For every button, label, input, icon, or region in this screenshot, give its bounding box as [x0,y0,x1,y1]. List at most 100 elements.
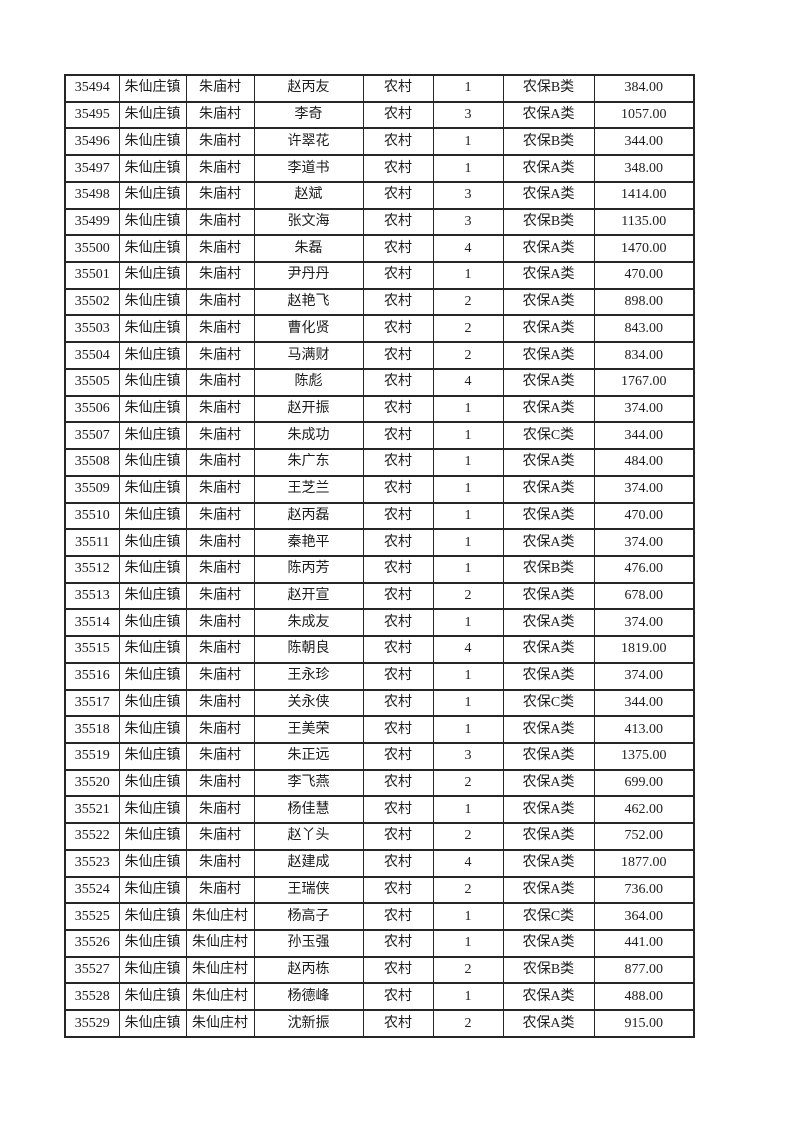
cell-amount: 374.00 [593,474,695,504]
cell-person_name: 李奇 [253,100,364,130]
cell-amount: 384.00 [593,74,695,103]
cell-record_no: 35505 [64,367,120,397]
cell-person_name: 陈彪 [253,367,364,397]
cell-insurance_category: 农保A类 [502,715,595,744]
table-row: 35510 朱仙庄镇 朱庙村 赵丙磊 农村 1 农保A类 470.00 [64,501,695,531]
cell-amount: 1819.00 [593,635,695,664]
cell-town: 朱仙庄镇 [118,394,187,424]
cell-record_no: 35511 [64,528,120,557]
cell-amount: 374.00 [593,394,695,424]
cell-person_name: 赵开宣 [253,581,364,611]
cell-insurance_category: 农保C类 [502,902,595,931]
cell-amount: 843.00 [593,314,695,344]
cell-town: 朱仙庄镇 [118,234,187,264]
cell-insurance_category: 农保A类 [502,448,595,477]
cell-village: 朱庙村 [185,74,255,103]
cell-town: 朱仙庄镇 [118,715,187,744]
cell-town: 朱仙庄镇 [118,261,187,290]
cell-residence_type: 农村 [362,74,434,103]
cell-town: 朱仙庄镇 [118,421,187,451]
cell-insurance_category: 农保A类 [502,314,595,344]
cell-village: 朱仙庄村 [185,1009,255,1038]
cell-insurance_category: 农保A类 [502,929,595,958]
cell-record_no: 35529 [64,1009,120,1038]
cell-insurance_category: 农保A类 [502,261,595,290]
cell-town: 朱仙庄镇 [118,581,187,611]
cell-person_count: 1 [432,661,504,691]
cell-town: 朱仙庄镇 [118,207,187,237]
cell-town: 朱仙庄镇 [118,608,187,638]
cell-village: 朱庙村 [185,341,255,370]
cell-village: 朱庙村 [185,795,255,825]
cell-town: 朱仙庄镇 [118,287,187,317]
cell-insurance_category: 农保B类 [502,955,595,985]
table-row: 35529 朱仙庄镇 朱仙庄村 沈新振 农村 2 农保A类 915.00 [64,1009,695,1038]
cell-insurance_category: 农保C类 [502,688,595,718]
cell-person_name: 马满财 [253,341,364,370]
cell-town: 朱仙庄镇 [118,929,187,958]
cell-village: 朱庙村 [185,635,255,664]
cell-record_no: 35514 [64,608,120,638]
cell-residence_type: 农村 [362,554,434,584]
cell-person_count: 4 [432,367,504,397]
cell-record_no: 35516 [64,661,120,691]
cell-insurance_category: 农保A类 [502,768,595,798]
cell-person_count: 2 [432,768,504,798]
cell-village: 朱仙庄村 [185,902,255,931]
cell-residence_type: 农村 [362,902,434,931]
cell-amount: 678.00 [593,581,695,611]
cell-person_name: 李道书 [253,154,364,183]
cell-village: 朱仙庄村 [185,929,255,958]
cell-person_count: 1 [432,74,504,103]
cell-record_no: 35528 [64,982,120,1012]
cell-amount: 374.00 [593,608,695,638]
cell-person_count: 4 [432,848,504,878]
table-row: 35500 朱仙庄镇 朱庙村 朱磊 农村 4 农保A类 1470.00 [64,234,695,264]
cell-village: 朱庙村 [185,741,255,771]
cell-village: 朱庙村 [185,367,255,397]
table-row: 35503 朱仙庄镇 朱庙村 曹化贤 农村 2 农保A类 843.00 [64,314,695,344]
table-row: 35519 朱仙庄镇 朱庙村 朱正远 农村 3 农保A类 1375.00 [64,741,695,771]
cell-town: 朱仙庄镇 [118,768,187,798]
benefit-records-table: 35494 朱仙庄镇 朱庙村 赵丙友 农村 1 农保B类 384.00 35495 朱仙庄镇 朱庙村… [64,74,695,1038]
cell-village: 朱庙村 [185,848,255,878]
cell-village: 朱庙村 [185,261,255,290]
table-row: 35523 朱仙庄镇 朱庙村 赵建成 农村 4 农保A类 1877.00 [64,848,695,878]
cell-person_name: 赵建成 [253,848,364,878]
cell-town: 朱仙庄镇 [118,902,187,931]
cell-residence_type: 农村 [362,1009,434,1038]
cell-person_name: 赵斌 [253,180,364,210]
cell-town: 朱仙庄镇 [118,100,187,130]
cell-amount: 1877.00 [593,848,695,878]
cell-town: 朱仙庄镇 [118,822,187,851]
cell-amount: 752.00 [593,822,695,851]
cell-record_no: 35503 [64,314,120,344]
cell-insurance_category: 农保B类 [502,127,595,157]
cell-residence_type: 农村 [362,929,434,958]
cell-insurance_category: 农保B类 [502,207,595,237]
cell-residence_type: 农村 [362,581,434,611]
cell-insurance_category: 农保A类 [502,528,595,557]
cell-amount: 1135.00 [593,207,695,237]
cell-residence_type: 农村 [362,501,434,531]
cell-village: 朱仙庄村 [185,982,255,1012]
cell-town: 朱仙庄镇 [118,127,187,157]
cell-amount: 834.00 [593,341,695,370]
cell-town: 朱仙庄镇 [118,795,187,825]
cell-person_name: 陈丙芳 [253,554,364,584]
cell-insurance_category: 农保A类 [502,661,595,691]
cell-amount: 344.00 [593,421,695,451]
cell-village: 朱庙村 [185,394,255,424]
table-row: 35498 朱仙庄镇 朱庙村 赵斌 农村 3 农保A类 1414.00 [64,180,695,210]
cell-residence_type: 农村 [362,287,434,317]
table-row: 35507 朱仙庄镇 朱庙村 朱成功 农村 1 农保C类 344.00 [64,421,695,451]
cell-person_name: 秦艳平 [253,528,364,557]
cell-village: 朱庙村 [185,768,255,798]
table-row: 35502 朱仙庄镇 朱庙村 赵艳飞 农村 2 农保A类 898.00 [64,287,695,317]
cell-residence_type: 农村 [362,421,434,451]
cell-record_no: 35519 [64,741,120,771]
cell-person_name: 朱成功 [253,421,364,451]
table-body: 35494 朱仙庄镇 朱庙村 赵丙友 农村 1 农保B类 384.00 35495 朱仙庄镇 朱庙村… [64,74,695,1038]
cell-residence_type: 农村 [362,635,434,664]
cell-village: 朱庙村 [185,154,255,183]
